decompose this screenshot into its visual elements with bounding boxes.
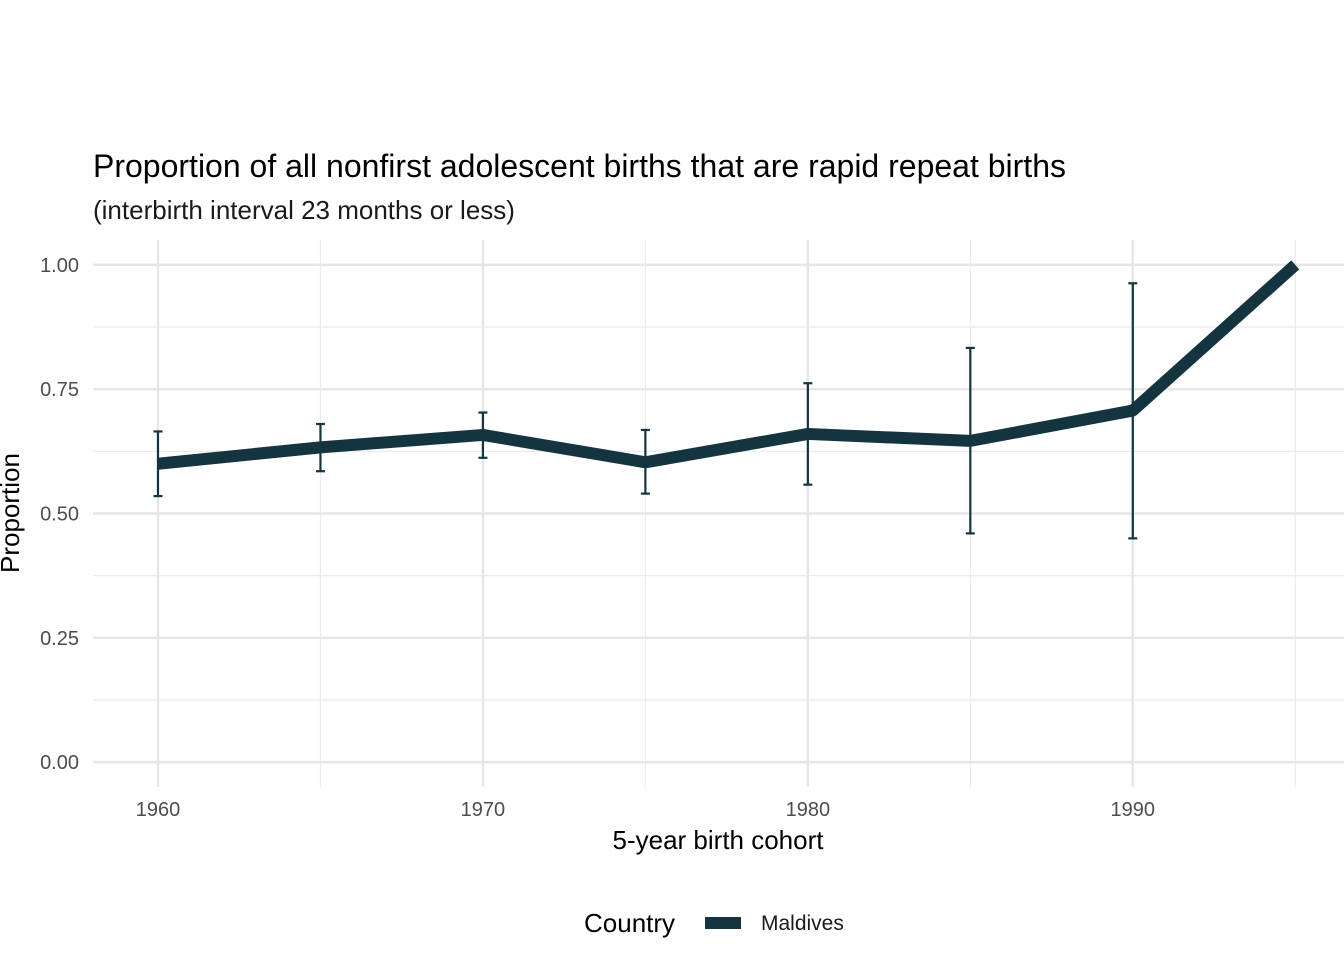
x-tick-label: 1980 <box>786 799 831 821</box>
y-tick-label: 1.00 <box>40 255 79 277</box>
y-tick-label: 0.25 <box>40 628 79 650</box>
legend-label-maldives: Maldives <box>761 912 844 935</box>
legend-key-maldives <box>705 917 741 929</box>
chart-subtitle: (interbirth interval 23 months or less) <box>93 195 515 225</box>
series-lines <box>157 260 1300 470</box>
legend-title: Country <box>584 908 675 938</box>
y-tick-label: 0.00 <box>40 752 79 774</box>
x-tick-label: 1970 <box>461 799 506 821</box>
x-tick-label: 1960 <box>136 799 181 821</box>
legend: Country Maldives <box>584 908 844 938</box>
x-axis-title: 5-year birth cohort <box>613 825 825 855</box>
x-tick-label: 1990 <box>1111 799 1156 821</box>
y-axis-ticks: 0.00 0.25 0.50 0.75 1.00 <box>40 255 79 774</box>
y-axis-title: Proportion <box>0 453 25 573</box>
chart-title: Proportion of all nonfirst adolescent bi… <box>93 148 1066 184</box>
x-axis-ticks: 1960 1970 1980 1990 <box>136 799 1155 821</box>
y-tick-label: 0.75 <box>40 379 79 401</box>
gridlines <box>93 240 1344 787</box>
y-tick-label: 0.50 <box>40 504 79 526</box>
series-line-maldives <box>157 260 1300 470</box>
